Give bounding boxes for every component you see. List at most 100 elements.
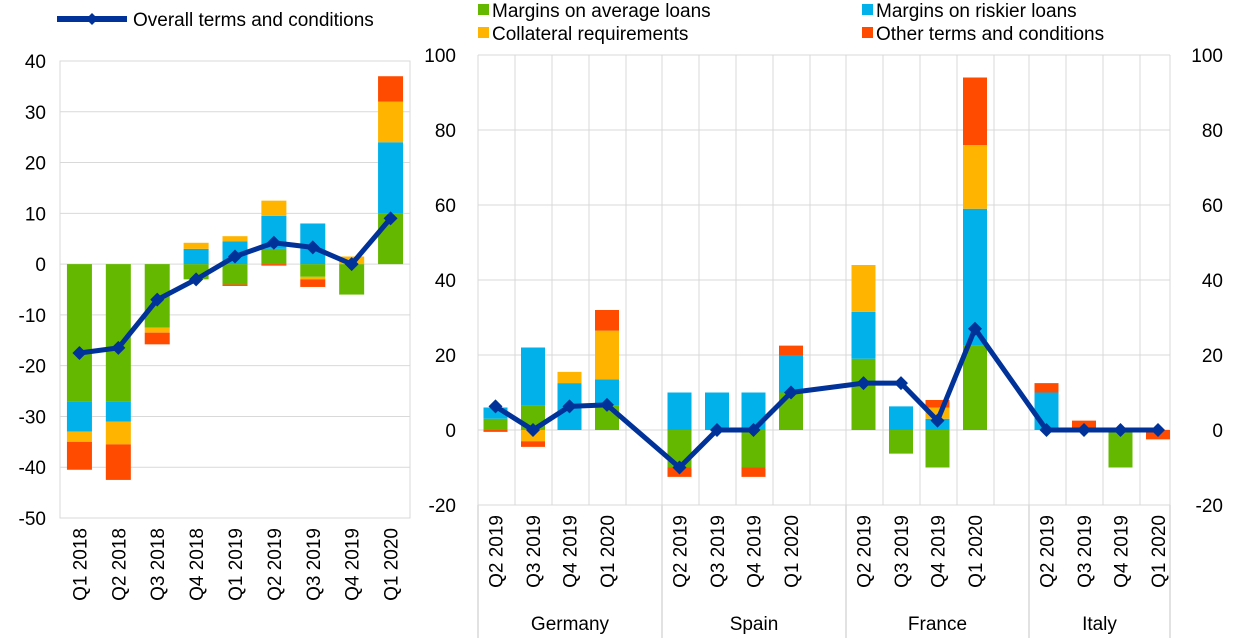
bar-margins_riskier — [378, 142, 404, 214]
bar-other_terms — [300, 279, 326, 287]
y-tick-label-left: 100 — [424, 46, 456, 67]
overall-marker — [228, 249, 242, 264]
y-tick-label-right: 60 — [1202, 196, 1223, 217]
legend-item-overall: Overall terms and conditions — [57, 10, 374, 31]
legend-swatch-margins-riskier — [862, 4, 873, 15]
overall-marker — [526, 423, 540, 437]
bar-margins_average — [105, 264, 131, 402]
bar-other_terms — [925, 400, 950, 408]
bar-collateral — [378, 101, 404, 143]
legend-label-margins-riskier: Margins on riskier loans — [876, 1, 1077, 22]
bar-collateral — [261, 200, 287, 216]
overall-marker — [746, 423, 761, 437]
overall-marker — [150, 292, 165, 307]
x-tick-label: Q4 2019 — [561, 515, 582, 588]
legend-swatch-other-terms — [862, 27, 873, 38]
y-tick-label-right: 100 — [1191, 46, 1223, 67]
bar-margins_average — [889, 430, 913, 454]
x-tick-label: Q1 2020 — [782, 515, 803, 588]
bar-other_terms — [963, 77, 987, 145]
x-tick-label: Q2 2019 — [265, 528, 286, 601]
x-tick-label: Q2 2019 — [855, 515, 876, 588]
legend-marker-overall — [86, 13, 98, 25]
bar-margins_average — [66, 264, 92, 402]
y-tick-label: -30 — [19, 407, 46, 428]
bar-other_terms — [483, 430, 508, 432]
y-tick-label: 20 — [25, 154, 46, 175]
group-label: Germany — [531, 614, 610, 635]
y-tick-label: 40 — [25, 52, 46, 73]
bar-other_terms — [779, 345, 803, 355]
x-tick-label: Q3 2018 — [148, 528, 169, 601]
y-tick-label: 30 — [25, 103, 46, 124]
group-label: France — [908, 614, 967, 635]
x-tick-label: Q3 2019 — [524, 515, 545, 588]
x-tick-label: Q1 2018 — [70, 528, 91, 601]
overall-marker — [894, 376, 908, 391]
bar-margins_average — [851, 358, 876, 430]
x-tick-label: Q1 2019 — [226, 528, 247, 601]
y-tick-label-right: 40 — [1202, 271, 1223, 292]
legend: Overall terms and conditions Margins on … — [57, 1, 1104, 45]
x-tick-label: Q2 2019 — [671, 515, 692, 588]
bar-collateral — [222, 236, 248, 242]
overall-marker — [672, 460, 687, 475]
bar-other_terms — [105, 444, 131, 480]
bar-collateral — [105, 421, 131, 445]
x-tick-label: Q3 2019 — [304, 528, 325, 601]
y-tick-label-right: 80 — [1202, 121, 1223, 142]
overall-marker — [1151, 423, 1165, 437]
bar-margins_average — [925, 430, 950, 468]
overall-marker — [784, 385, 798, 400]
bar-margins_average — [261, 248, 287, 265]
bar-collateral — [557, 371, 582, 384]
x-tick-label: Q3 2019 — [1075, 515, 1096, 588]
legend-item-collateral: Collateral requirements — [478, 24, 688, 45]
left-panel-chart: 40 30 20 10 0 -10 -20 -30 -40 -50 Q1 2018 Q2 2018 Q3… — [19, 52, 411, 601]
y-tick-label-left: -20 — [429, 496, 456, 517]
bar-margins_average — [963, 345, 987, 430]
overall-marker — [710, 423, 724, 437]
y-tick-label-right: 20 — [1202, 346, 1223, 367]
bar-collateral — [300, 276, 326, 280]
y-tick-label-left: 80 — [435, 121, 456, 142]
bar-collateral — [144, 327, 170, 333]
legend-label-overall: Overall terms and conditions — [133, 10, 374, 31]
x-tick-label: Q4 2019 — [343, 528, 364, 601]
y-tick-label: 10 — [25, 204, 46, 225]
legend-item-other-terms: Other terms and conditions — [862, 24, 1104, 45]
bar-collateral — [595, 330, 619, 380]
y-tick-label-left: 20 — [435, 346, 456, 367]
x-tick-label: Q4 2018 — [187, 528, 208, 601]
overall-line — [494, 326, 1158, 470]
bar-collateral — [963, 145, 987, 209]
legend-label-other-terms: Other terms and conditions — [876, 24, 1104, 45]
bar-margins_riskier — [183, 248, 209, 265]
bar-collateral — [925, 407, 950, 419]
y-tick-label: 0 — [35, 255, 46, 276]
bar-other_terms — [741, 467, 766, 477]
overall-marker — [600, 397, 614, 412]
overall-marker — [968, 321, 982, 336]
legend-item-margins-riskier: Margins on riskier loans — [862, 1, 1077, 22]
group-label: Spain — [730, 614, 779, 635]
bar-margins_riskier — [667, 392, 692, 430]
bar-other_terms — [222, 284, 248, 286]
x-tick-label: Q4 2019 — [1112, 515, 1133, 588]
y-tick-label: -10 — [19, 306, 46, 327]
overall-marker — [930, 413, 945, 428]
legend-swatch-collateral — [478, 27, 489, 38]
legend-label-collateral: Collateral requirements — [492, 24, 688, 45]
overall-marker — [856, 376, 871, 391]
x-tick-label: Q4 2019 — [745, 515, 766, 588]
y-tick-label-left: 60 — [435, 196, 456, 217]
bar-other_terms — [595, 310, 619, 331]
legend-swatch-margins-average — [478, 4, 489, 15]
y-tick-label: -40 — [19, 458, 46, 479]
bar-collateral — [183, 242, 209, 249]
bar-margins_average — [300, 264, 326, 277]
x-tick-label: Q2 2019 — [487, 515, 508, 588]
bar-other_terms — [1034, 383, 1059, 393]
overall-marker — [1113, 423, 1128, 437]
